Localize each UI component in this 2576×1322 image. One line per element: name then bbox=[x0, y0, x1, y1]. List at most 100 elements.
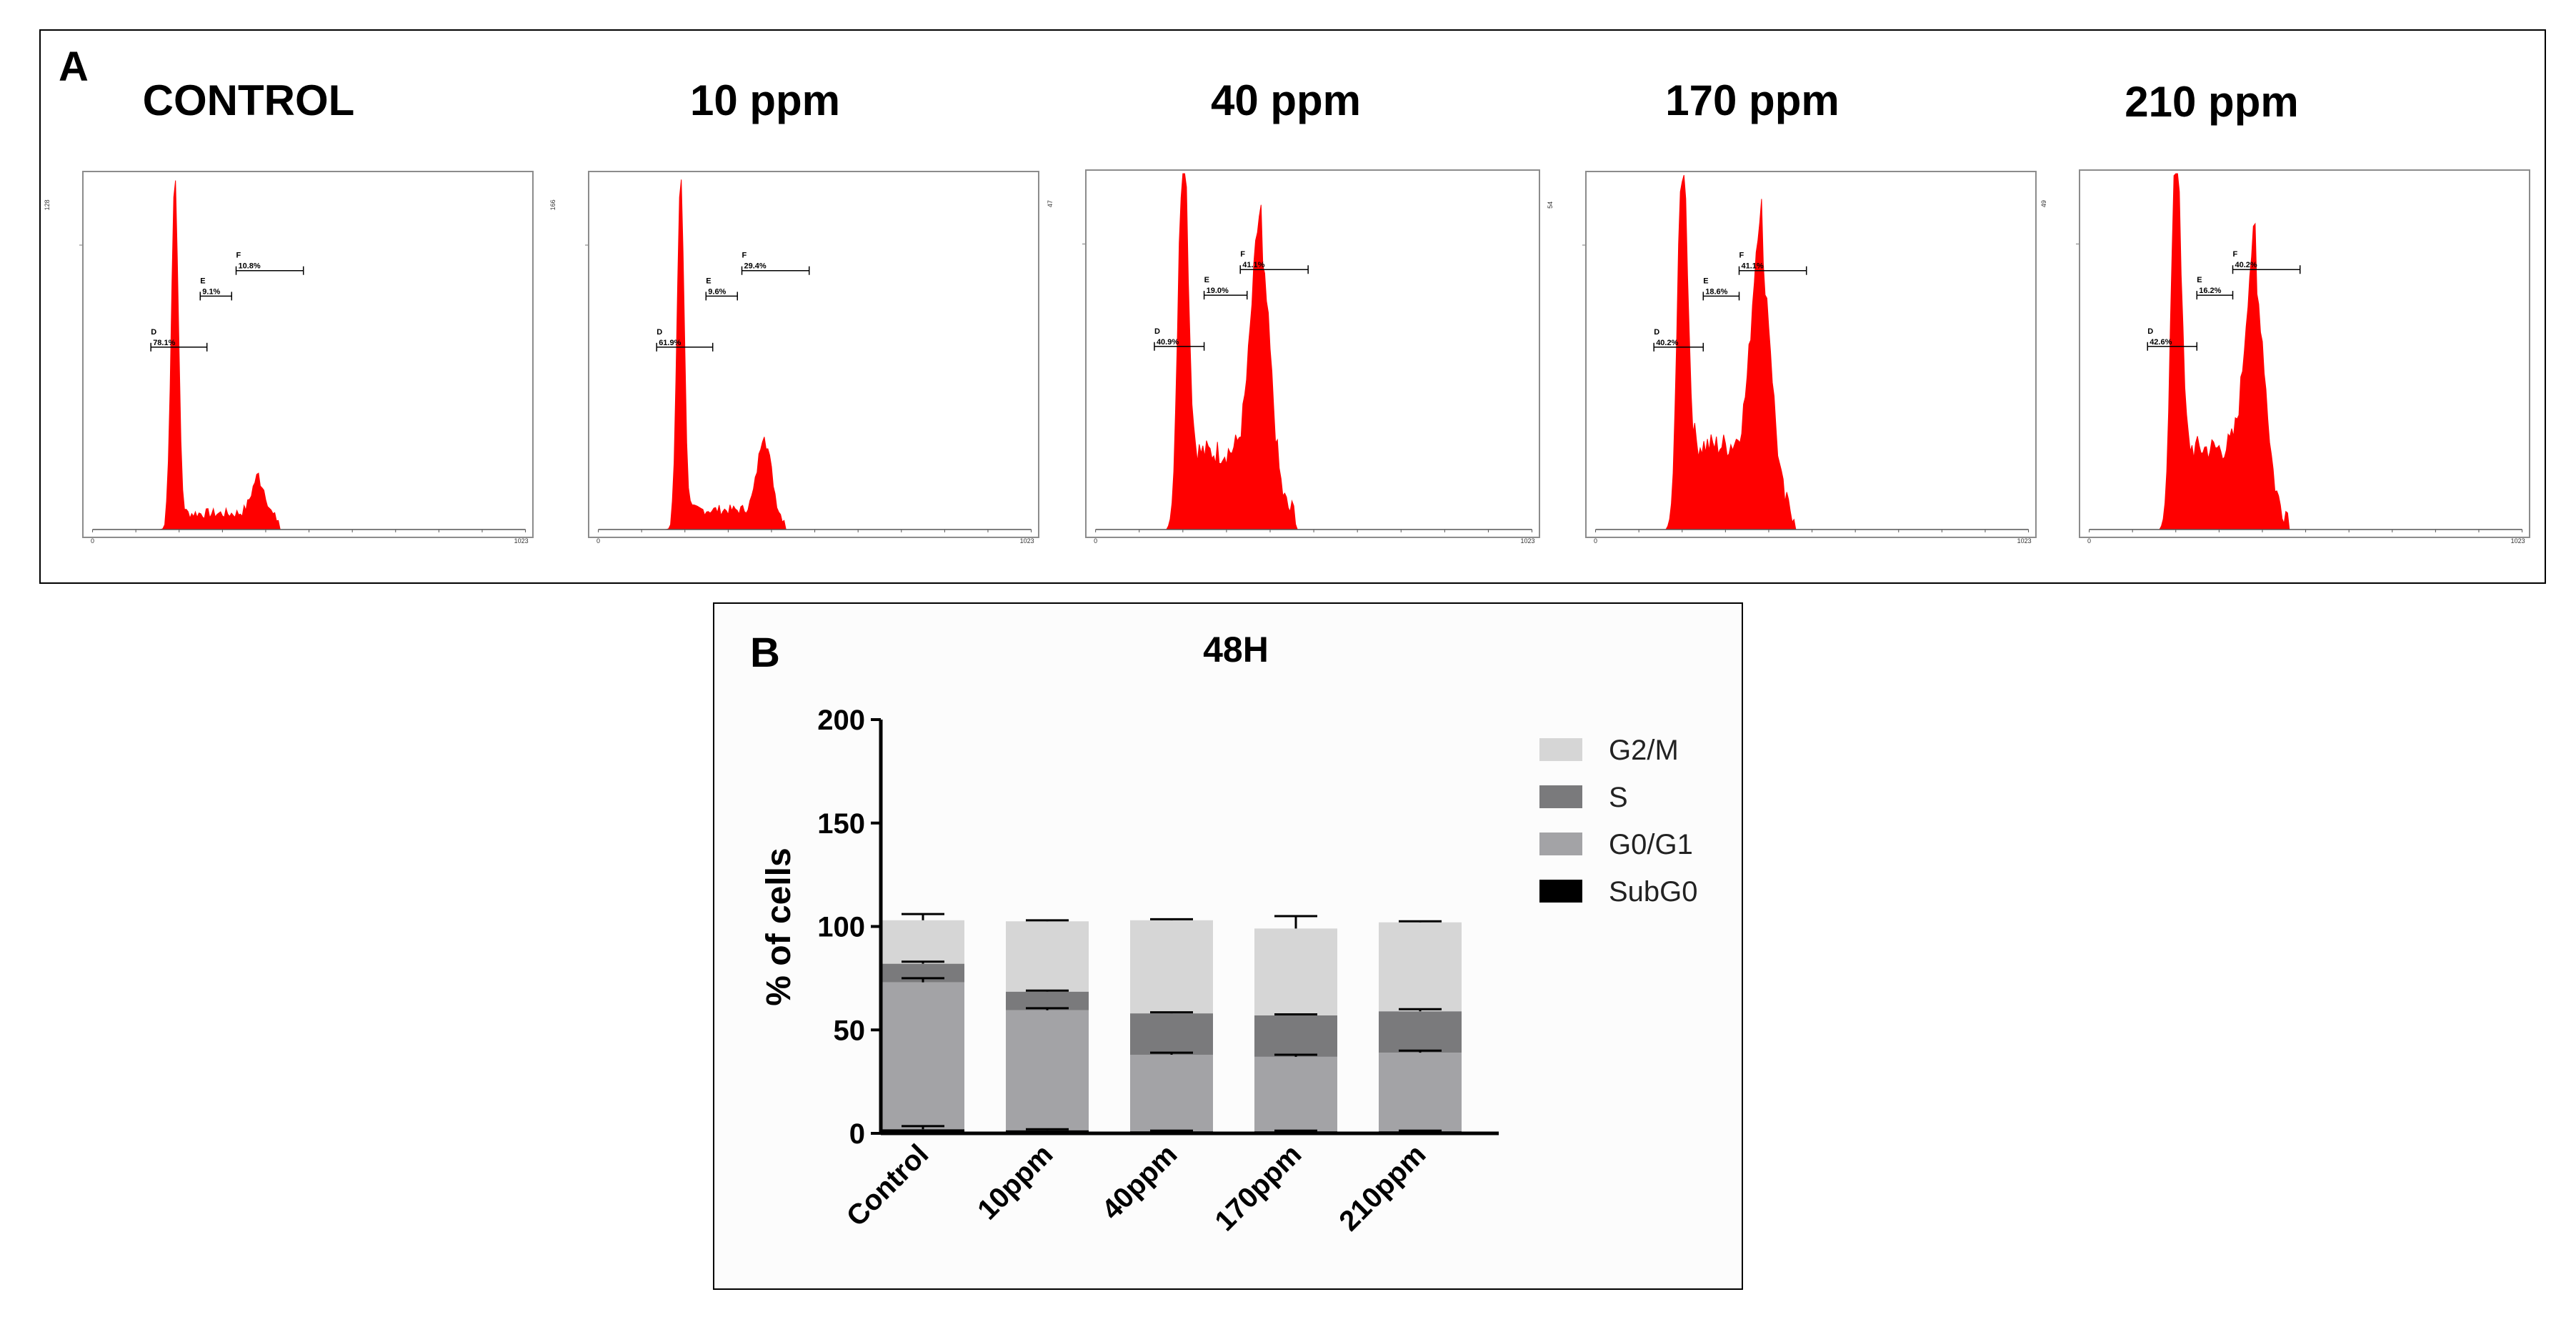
gate-f: F 29.4% bbox=[741, 252, 810, 275]
y-max-label: 166 bbox=[549, 199, 556, 210]
histogram-fill bbox=[2089, 173, 2522, 530]
histogram-title-170ppm: 170 ppm bbox=[1665, 76, 1839, 124]
x-tick-label: 40ppm bbox=[1096, 1138, 1183, 1226]
legend-swatch bbox=[1539, 785, 1582, 808]
histogram-plot: 0 1023 47 D 40.9% E 19.0% F 41.1% bbox=[1047, 173, 1535, 545]
x-tick-label: Control bbox=[841, 1138, 935, 1233]
error-bar bbox=[1399, 1008, 1442, 1012]
bar-segment bbox=[882, 982, 964, 1130]
legend-label: SubG0 bbox=[1609, 876, 1698, 908]
bar-segment bbox=[1130, 1013, 1213, 1055]
x-tick-label: 170ppm bbox=[1209, 1138, 1307, 1237]
histogram-title-control: CONTROL bbox=[142, 76, 355, 124]
error-bar bbox=[1399, 920, 1442, 923]
gate-d: D 40.2% bbox=[1653, 328, 1704, 352]
gate-e: E 19.0% bbox=[1203, 276, 1248, 300]
error-bar bbox=[1274, 915, 1317, 929]
x-tick-label: 10ppm bbox=[972, 1138, 1059, 1226]
panel-b: B 48H % of cells Control 10ppm 40ppm 170ppm… bbox=[713, 602, 1743, 1290]
histogram-fill bbox=[92, 180, 526, 530]
y-max-label: 47 bbox=[1047, 200, 1054, 207]
gate-value: 40.2% bbox=[2235, 261, 2257, 269]
y-max-label: 128 bbox=[44, 199, 51, 210]
chart-title: 48H bbox=[1203, 630, 1269, 670]
panel-a: A CONTROL 10 ppm 40 ppm 170 ppm 210 ppm … bbox=[39, 29, 2546, 584]
gate-name: F bbox=[742, 252, 747, 260]
error-bar bbox=[1026, 919, 1069, 922]
gate-value: 78.1% bbox=[153, 339, 175, 347]
error-bar bbox=[1150, 1129, 1193, 1132]
stacked-bar-chart: 48H % of cells Control 10ppm 40ppm 170ppm 21… bbox=[760, 630, 1698, 1237]
error-bar bbox=[1150, 918, 1193, 920]
bar-segment bbox=[1006, 921, 1089, 992]
gate-value: 10.8% bbox=[239, 262, 261, 271]
y-max-label: 54 bbox=[1547, 202, 1554, 209]
x-tick-label: 210ppm bbox=[1333, 1138, 1432, 1237]
error-bar bbox=[1026, 1128, 1069, 1130]
y-tick-label: 50 bbox=[834, 1015, 866, 1046]
bar-segment bbox=[1130, 920, 1213, 1014]
gate-value: 40.9% bbox=[1157, 338, 1179, 347]
error-bar bbox=[1026, 1007, 1069, 1010]
gate-d: D 40.9% bbox=[1154, 327, 1205, 351]
gate-d: D 42.6% bbox=[2147, 327, 2198, 351]
gate-f: F 10.8% bbox=[235, 252, 304, 275]
gate-f: F 40.2% bbox=[2232, 250, 2301, 274]
histogram-title-10ppm: 10 ppm bbox=[689, 76, 841, 124]
gate-value: 18.6% bbox=[1705, 287, 1727, 296]
legend-label: G2/M bbox=[1609, 735, 1679, 766]
gate-e: E 16.2% bbox=[2196, 276, 2234, 300]
x-min-label: 0 bbox=[1094, 537, 1097, 545]
error-bar bbox=[902, 913, 944, 920]
histogram-title-210ppm: 210 ppm bbox=[2125, 78, 2299, 126]
bar-segment bbox=[882, 1129, 964, 1133]
error-bar bbox=[1399, 1049, 1442, 1053]
bar-segment bbox=[1254, 1015, 1337, 1057]
bar-segment bbox=[882, 920, 964, 964]
legend-item: G2/M bbox=[1539, 735, 1679, 766]
x-max-label: 1023 bbox=[514, 537, 529, 545]
gate-value: 61.9% bbox=[659, 339, 681, 347]
histogram-10ppm: 0 1023 166 D 61.9% E 9.6% F 29.4% bbox=[549, 171, 1039, 545]
bar-segment bbox=[1254, 1056, 1337, 1132]
gate-value: 41.1% bbox=[1242, 261, 1264, 269]
bar-segment bbox=[1379, 1053, 1462, 1132]
histogram-control: 0 1023 128 D 78.1% E 9.1% F 10.8% bbox=[44, 171, 534, 545]
histogram-plot: 0 1023 166 D 61.9% E 9.6% F 29.4% bbox=[549, 179, 1034, 545]
gate-name: D bbox=[657, 328, 662, 337]
gate-value: 40.2% bbox=[1656, 339, 1678, 347]
gate-d: D 61.9% bbox=[656, 328, 714, 352]
panel-b-label: B bbox=[750, 630, 780, 676]
gate-name: F bbox=[2233, 250, 2238, 259]
error-bar bbox=[1274, 1129, 1317, 1132]
histogram-plot: 0 1023 54 D 40.2% E 18.6% F 41.1% bbox=[1547, 174, 2032, 545]
histogram-40ppm: 0 1023 47 D 40.9% E 19.0% F 41.1% bbox=[1047, 169, 1540, 545]
gate-name: F bbox=[1739, 252, 1744, 260]
gate-d: D 78.1% bbox=[150, 328, 208, 352]
y-tick-label: 0 bbox=[849, 1118, 865, 1150]
gate-f: F 41.1% bbox=[1738, 252, 1807, 275]
gate-value: 19.0% bbox=[1207, 287, 1229, 295]
bar-segment bbox=[1254, 928, 1337, 1015]
x-min-label: 0 bbox=[596, 537, 600, 545]
bar-segment bbox=[1379, 922, 1462, 1012]
y-tick-label: 200 bbox=[817, 705, 865, 736]
gate-e: E 18.6% bbox=[1702, 277, 1740, 301]
gate-value: 9.1% bbox=[202, 287, 220, 296]
legend-item: G0/G1 bbox=[1539, 829, 1693, 860]
histogram-210ppm: 0 1023 49 D 42.6% E 16.2% F 40.2% bbox=[2040, 169, 2530, 545]
histogram-fill bbox=[598, 179, 1032, 530]
error-bar bbox=[1026, 989, 1069, 992]
gate-value: 16.2% bbox=[2199, 287, 2221, 295]
gate-name: E bbox=[1204, 276, 1209, 284]
gate-name: F bbox=[236, 252, 241, 260]
histogram-170ppm: 0 1023 54 D 40.2% E 18.6% F 41.1% bbox=[1547, 171, 2037, 545]
histogram-title-40ppm: 40 ppm bbox=[1210, 76, 1362, 124]
gate-name: E bbox=[1703, 277, 1708, 285]
gate-name: D bbox=[1654, 328, 1659, 337]
gate-name: F bbox=[1240, 250, 1245, 259]
legend-swatch bbox=[1539, 880, 1582, 903]
x-max-label: 1023 bbox=[2017, 537, 2032, 545]
histogram-plot: 0 1023 49 D 42.6% E 16.2% F 40.2% bbox=[2040, 173, 2525, 545]
gate-name: E bbox=[200, 277, 205, 285]
